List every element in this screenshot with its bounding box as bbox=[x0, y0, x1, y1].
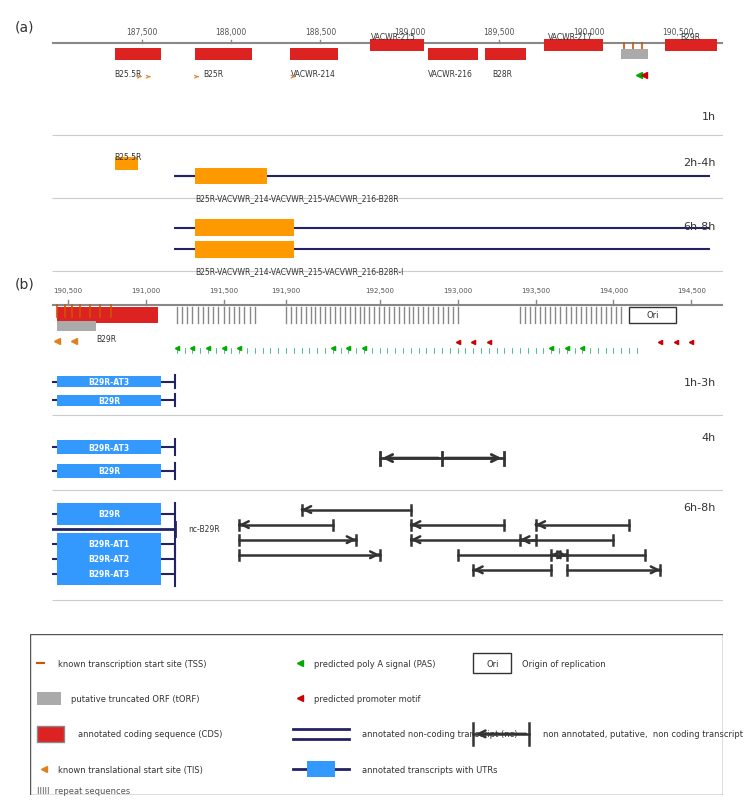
Text: 190,500: 190,500 bbox=[662, 27, 694, 36]
Text: B25.5R: B25.5R bbox=[115, 70, 142, 79]
Text: predicted promoter motif: predicted promoter motif bbox=[314, 694, 420, 703]
FancyBboxPatch shape bbox=[57, 563, 162, 585]
Text: B29R-AT3: B29R-AT3 bbox=[89, 569, 130, 579]
FancyBboxPatch shape bbox=[57, 464, 162, 479]
FancyBboxPatch shape bbox=[195, 169, 267, 185]
Text: 4h: 4h bbox=[702, 432, 716, 442]
FancyBboxPatch shape bbox=[621, 50, 647, 60]
Text: B29R: B29R bbox=[98, 509, 120, 519]
FancyBboxPatch shape bbox=[428, 49, 478, 61]
FancyBboxPatch shape bbox=[30, 634, 723, 795]
Text: 2h-4h: 2h-4h bbox=[683, 157, 716, 168]
Text: annotated transcripts with UTRs: annotated transcripts with UTRs bbox=[362, 764, 498, 774]
FancyBboxPatch shape bbox=[307, 761, 335, 777]
Text: B29R-AT1: B29R-AT1 bbox=[89, 540, 130, 548]
FancyBboxPatch shape bbox=[57, 441, 162, 454]
Text: VACWR-216: VACWR-216 bbox=[428, 70, 473, 79]
Text: non annotated, putative,  non coding transcript: non annotated, putative, non coding tran… bbox=[542, 729, 743, 739]
Text: Origin of replication: Origin of replication bbox=[522, 658, 606, 668]
FancyBboxPatch shape bbox=[57, 308, 158, 324]
Text: (b): (b) bbox=[15, 277, 35, 291]
Text: 191,000: 191,000 bbox=[131, 287, 160, 294]
FancyBboxPatch shape bbox=[195, 219, 294, 237]
FancyBboxPatch shape bbox=[57, 395, 162, 406]
Text: annotated non-coding transcript (nc): annotated non-coding transcript (nc) bbox=[362, 729, 518, 739]
Text: B25R-VACVWR_214-VACVWR_215-VACVWR_216-B28R: B25R-VACVWR_214-VACVWR_215-VACVWR_216-B2… bbox=[195, 194, 399, 202]
FancyBboxPatch shape bbox=[195, 241, 294, 259]
Text: B29R-AT3: B29R-AT3 bbox=[89, 377, 130, 386]
Text: B28R: B28R bbox=[492, 70, 513, 79]
Text: B29R-AT2: B29R-AT2 bbox=[89, 555, 130, 564]
Text: 194,500: 194,500 bbox=[677, 287, 706, 294]
Text: VACWR-215: VACWR-215 bbox=[371, 33, 416, 42]
Text: 191,500: 191,500 bbox=[209, 287, 238, 294]
Text: 189,000: 189,000 bbox=[394, 27, 425, 36]
FancyBboxPatch shape bbox=[115, 49, 161, 61]
Text: 188,000: 188,000 bbox=[215, 27, 247, 36]
FancyBboxPatch shape bbox=[57, 377, 162, 388]
FancyBboxPatch shape bbox=[57, 503, 162, 525]
Text: 6h-8h: 6h-8h bbox=[684, 222, 716, 231]
Text: 6h-8h: 6h-8h bbox=[684, 502, 716, 512]
FancyBboxPatch shape bbox=[57, 548, 162, 570]
Text: (a): (a) bbox=[15, 20, 34, 34]
Text: 189,500: 189,500 bbox=[484, 27, 515, 36]
Text: known transcription start site (TSS): known transcription start site (TSS) bbox=[57, 658, 206, 668]
Text: VACWR-214: VACWR-214 bbox=[291, 70, 336, 79]
FancyBboxPatch shape bbox=[37, 726, 65, 742]
Text: known translational start site (TIS): known translational start site (TIS) bbox=[57, 764, 203, 774]
FancyBboxPatch shape bbox=[473, 654, 511, 673]
Text: 1h-3h: 1h-3h bbox=[684, 377, 716, 387]
Text: 194,000: 194,000 bbox=[599, 287, 628, 294]
Text: B25R: B25R bbox=[203, 70, 224, 79]
FancyBboxPatch shape bbox=[195, 49, 253, 61]
FancyBboxPatch shape bbox=[629, 308, 676, 324]
Text: 190,500: 190,500 bbox=[53, 287, 82, 294]
Text: Ori: Ori bbox=[486, 658, 499, 668]
Text: 193,500: 193,500 bbox=[521, 287, 550, 294]
Text: B25R-VACVWR_214-VACVWR_215-VACVWR_216-B28R-I: B25R-VACVWR_214-VACVWR_215-VACVWR_216-B2… bbox=[195, 267, 404, 276]
Text: 187,500: 187,500 bbox=[126, 27, 157, 36]
Text: B29R-AT3: B29R-AT3 bbox=[89, 443, 130, 452]
FancyBboxPatch shape bbox=[544, 40, 603, 52]
Text: nc-B29R: nc-B29R bbox=[188, 524, 220, 533]
Text: 191,900: 191,900 bbox=[271, 287, 301, 294]
Text: annotated coding sequence (CDS): annotated coding sequence (CDS) bbox=[78, 729, 223, 739]
Text: 1h: 1h bbox=[702, 112, 716, 121]
FancyBboxPatch shape bbox=[195, 169, 267, 185]
FancyBboxPatch shape bbox=[57, 322, 96, 332]
Text: B25.5R: B25.5R bbox=[115, 153, 142, 161]
Text: Ori: Ori bbox=[646, 311, 659, 320]
FancyBboxPatch shape bbox=[485, 49, 526, 61]
FancyBboxPatch shape bbox=[115, 158, 138, 170]
Text: 193,000: 193,000 bbox=[443, 287, 472, 294]
Text: B29R: B29R bbox=[98, 467, 120, 476]
Text: B29R: B29R bbox=[97, 334, 117, 343]
Text: 190,000: 190,000 bbox=[573, 27, 604, 36]
FancyBboxPatch shape bbox=[370, 40, 424, 52]
FancyBboxPatch shape bbox=[665, 40, 717, 52]
Text: B29R: B29R bbox=[98, 396, 120, 406]
FancyBboxPatch shape bbox=[37, 692, 61, 705]
FancyBboxPatch shape bbox=[290, 49, 338, 61]
Text: 192,500: 192,500 bbox=[365, 287, 394, 294]
Text: predicted poly A signal (PAS): predicted poly A signal (PAS) bbox=[314, 658, 435, 668]
Text: putative truncated ORF (tORF): putative truncated ORF (tORF) bbox=[72, 694, 200, 703]
Text: VACWR-217: VACWR-217 bbox=[548, 33, 593, 42]
Text: IIIII  repeat sequences: IIIII repeat sequences bbox=[37, 786, 130, 795]
Text: B29R: B29R bbox=[680, 33, 700, 42]
FancyBboxPatch shape bbox=[57, 533, 162, 555]
Text: 188,500: 188,500 bbox=[305, 27, 336, 36]
